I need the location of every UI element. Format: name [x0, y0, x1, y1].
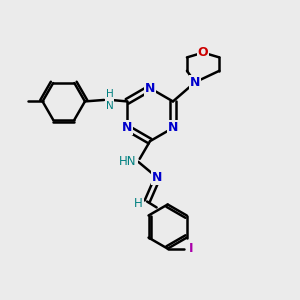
Text: N: N: [168, 122, 178, 134]
Text: O: O: [198, 46, 208, 59]
Text: I: I: [188, 242, 193, 255]
Text: N: N: [152, 172, 163, 184]
Text: H: H: [134, 197, 142, 210]
Text: N: N: [145, 82, 155, 95]
Text: HN: HN: [119, 155, 137, 168]
Text: N: N: [190, 76, 200, 89]
Text: N: N: [122, 122, 132, 134]
Text: H
N: H N: [106, 89, 113, 111]
